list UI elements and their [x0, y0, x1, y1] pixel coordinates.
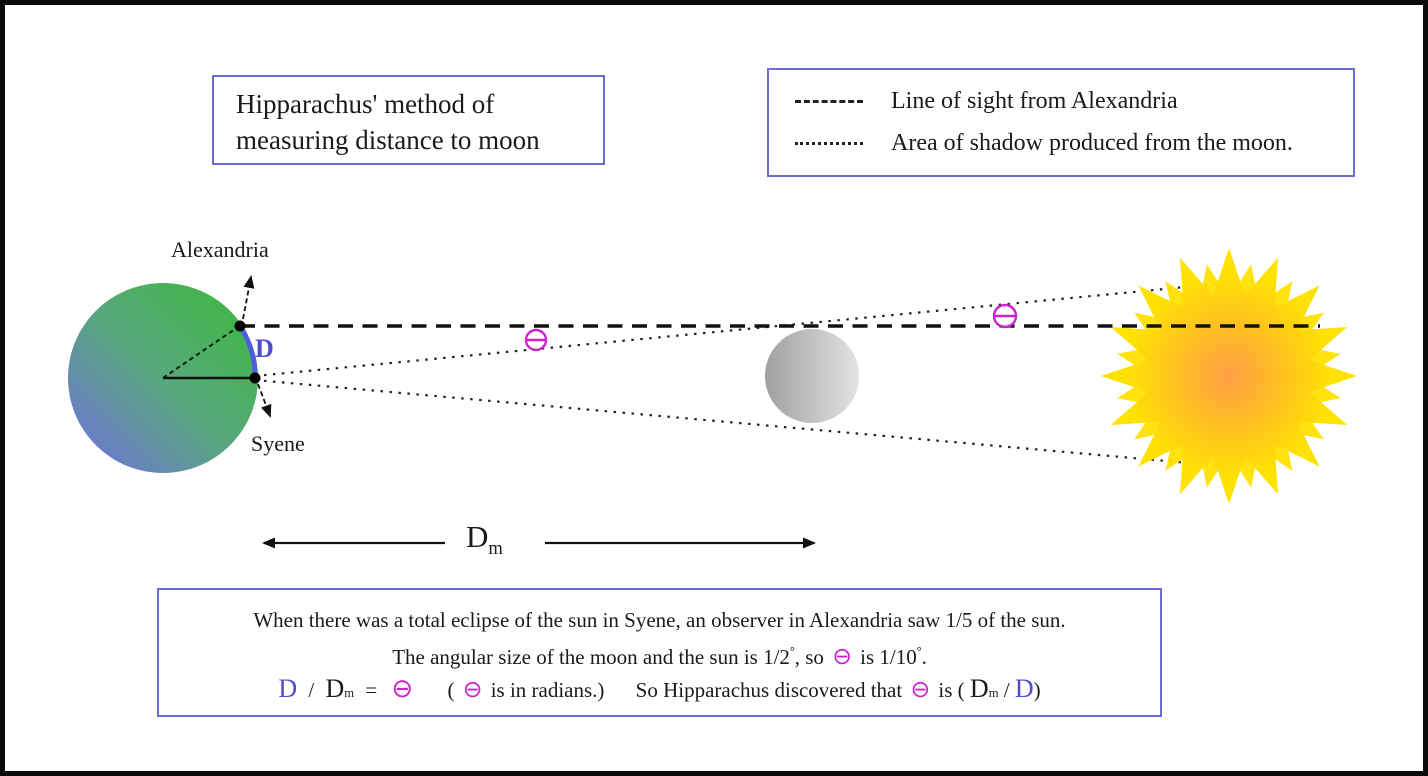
legend-row-line-of-sight: Line of sight from Alexandria	[775, 88, 1347, 115]
equals-sign: =	[365, 678, 378, 702]
caption-text: , so	[794, 645, 824, 669]
theta-symbol-near-sun	[992, 303, 1018, 329]
theta-symbol-near-earth	[524, 328, 548, 352]
dm-term-sub: m	[344, 686, 355, 700]
dm-term-sub: m	[988, 686, 999, 700]
shadow-line-upper	[254, 280, 1239, 378]
paren-open: (	[447, 678, 455, 702]
dm-term: D	[325, 674, 345, 703]
caption-line-3: D / Dm = ⊖ ( ⊖ is in radians.) So Hippar…	[159, 673, 1160, 709]
degree-symbol: °	[916, 644, 922, 658]
caption-box: When there was a total eclipse of the su…	[157, 588, 1162, 717]
syene-point	[249, 372, 261, 384]
paren-close: )	[1033, 678, 1041, 702]
theta-glyph: ⊖	[462, 675, 483, 703]
legend-label: Area of shadow produced from the moon.	[891, 129, 1293, 156]
dm-sub: m	[488, 538, 503, 560]
d-term-blue: D	[1014, 674, 1034, 703]
legend-label: Line of sight from Alexandria	[891, 88, 1178, 115]
shadow-line-lower	[254, 378, 1235, 469]
theta-glyph: ⊖	[910, 675, 931, 703]
radius-to-alexandria	[162, 326, 239, 379]
dm-main: D	[466, 519, 489, 554]
caption-text: .	[921, 645, 927, 669]
alexandria-label: Alexandria	[171, 237, 269, 262]
is-open-paren: is (	[938, 678, 965, 702]
caption-line-1: When there was a total eclipse of the su…	[253, 608, 1066, 632]
degree-symbol: °	[789, 644, 795, 658]
theta-glyph: ⊖	[391, 674, 414, 704]
dashed-line-sample-icon	[795, 100, 863, 104]
title-line-2: measuring distance to moon	[236, 125, 540, 155]
legend-box: Line of sight from Alexandria Area of sh…	[767, 68, 1355, 177]
title-box: Hipparachus' method of measuring distanc…	[212, 75, 605, 165]
d-term-blue: D	[278, 674, 298, 703]
dm-term: D	[969, 674, 989, 703]
caption-text: is 1/10	[860, 645, 917, 669]
title-line-1: Hipparachus' method of	[236, 89, 495, 119]
dm-distance-label: Dm	[466, 519, 503, 560]
slash: /	[308, 678, 315, 702]
syene-arrow	[257, 383, 272, 418]
alexandria-arrow	[242, 275, 255, 320]
caption-line-2: The angular size of the moon and the sun…	[159, 636, 1160, 673]
dotted-line-sample-icon	[795, 141, 863, 145]
legend-row-shadow-area: Area of shadow produced from the moon.	[775, 130, 1347, 157]
radians-note: is in radians.)	[490, 678, 605, 702]
theta-glyph: ⊖	[832, 642, 852, 670]
syene-label: Syene	[251, 431, 305, 456]
diagram-canvas	[68, 248, 1357, 549]
sun-star	[1101, 248, 1357, 504]
arc-d-label: D	[255, 334, 274, 363]
alexandria-point	[234, 320, 246, 332]
slash: /	[1003, 678, 1010, 702]
moon-circle	[765, 329, 859, 423]
discovered-text: So Hipparachus discovered that	[635, 678, 903, 702]
caption-text: The angular size of the moon and the sun…	[392, 645, 790, 669]
